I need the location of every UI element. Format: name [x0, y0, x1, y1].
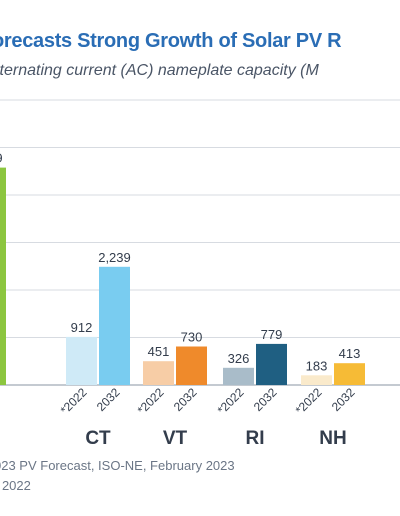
bar-ct-2032: [99, 266, 130, 385]
data-label: 183: [306, 358, 328, 373]
date-footnote: r 2022: [0, 478, 31, 493]
year-tick-label: 2032: [94, 385, 123, 414]
bar-a-2032: [0, 167, 6, 385]
data-label: 779: [261, 327, 283, 342]
state-label: CT: [85, 428, 111, 449]
data-label: 2,239: [98, 250, 131, 265]
state-label: NH: [319, 428, 346, 449]
bar-ri-2022: [223, 367, 254, 385]
data-label: 451: [148, 344, 170, 359]
bar-vt-2032: [176, 346, 207, 385]
year-tick-label: 2032: [171, 385, 200, 414]
year-tick-label: *2022: [215, 385, 247, 417]
year-tick-label: *2022: [58, 385, 90, 417]
chart-title: orecasts Strong Growth of Solar PV R: [0, 30, 342, 52]
state-label: RI: [246, 428, 265, 449]
bar-nh-2032: [334, 363, 365, 385]
data-label: 326: [228, 351, 250, 366]
bar-ct-2022: [66, 336, 97, 385]
bar-vt-2022: [143, 361, 174, 385]
source-footnote: 023 PV Forecast, ISO-NE, February 2023: [0, 458, 235, 473]
year-tick-label: *2022: [293, 385, 325, 417]
data-label: 730: [181, 330, 203, 345]
chart-subtitle: lternating current (AC) nameplate capaci…: [0, 62, 319, 79]
state-label: VT: [163, 428, 188, 449]
data-label: 413: [339, 346, 361, 361]
year-tick-label: *2022: [135, 385, 167, 417]
year-tick-label: 2032: [329, 385, 358, 414]
bar-ri-2032: [256, 343, 287, 385]
year-tick-label: 2032: [251, 385, 280, 414]
bar-nh-2022: [301, 375, 332, 385]
data-label: ,119: [0, 151, 3, 166]
data-label: 912: [71, 320, 93, 335]
